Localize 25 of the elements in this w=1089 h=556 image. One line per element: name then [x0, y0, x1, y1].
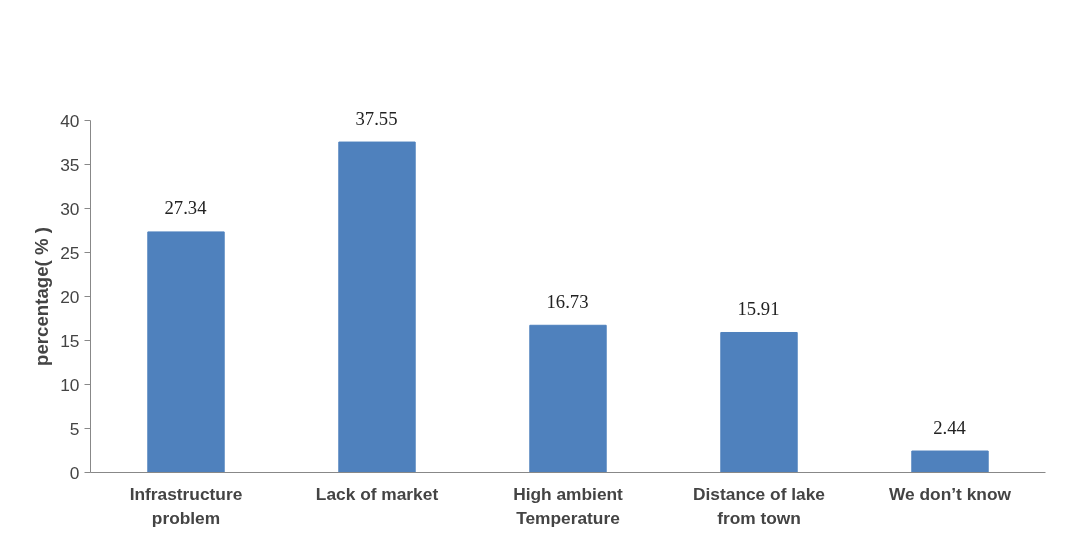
x-tick-label: Lack of market: [315, 483, 439, 504]
bar: [338, 141, 416, 473]
y-tick-label: 30: [60, 198, 80, 219]
data-label: 27.34: [164, 197, 207, 220]
bar: [911, 450, 989, 473]
x-tick-label: High ambient Temperature: [513, 483, 624, 528]
bar: [720, 331, 798, 473]
y-tick-label: 0: [69, 462, 80, 483]
y-tick-label: 10: [60, 374, 80, 395]
y-tick-label: 40: [60, 110, 80, 131]
data-label: 2.44: [933, 416, 966, 439]
y-tick-label: 25: [60, 242, 80, 263]
data-label: 37.55: [355, 107, 398, 130]
bar: [529, 324, 607, 473]
data-label: 15.91: [737, 297, 780, 320]
x-tick-label: We don’t know: [889, 483, 1012, 504]
x-tick-label: Infrastructure problem: [129, 483, 243, 528]
y-tick-label: 5: [69, 418, 80, 439]
y-tick-label: 20: [60, 286, 80, 307]
data-label: 16.73: [546, 290, 589, 313]
bar: [147, 231, 225, 473]
y-tick-label: 15: [60, 330, 80, 351]
y-tick-label: 35: [60, 154, 80, 175]
x-tick-label: Distance of lake from town: [693, 483, 826, 528]
y-axis-title: percentage( % ): [31, 227, 53, 366]
